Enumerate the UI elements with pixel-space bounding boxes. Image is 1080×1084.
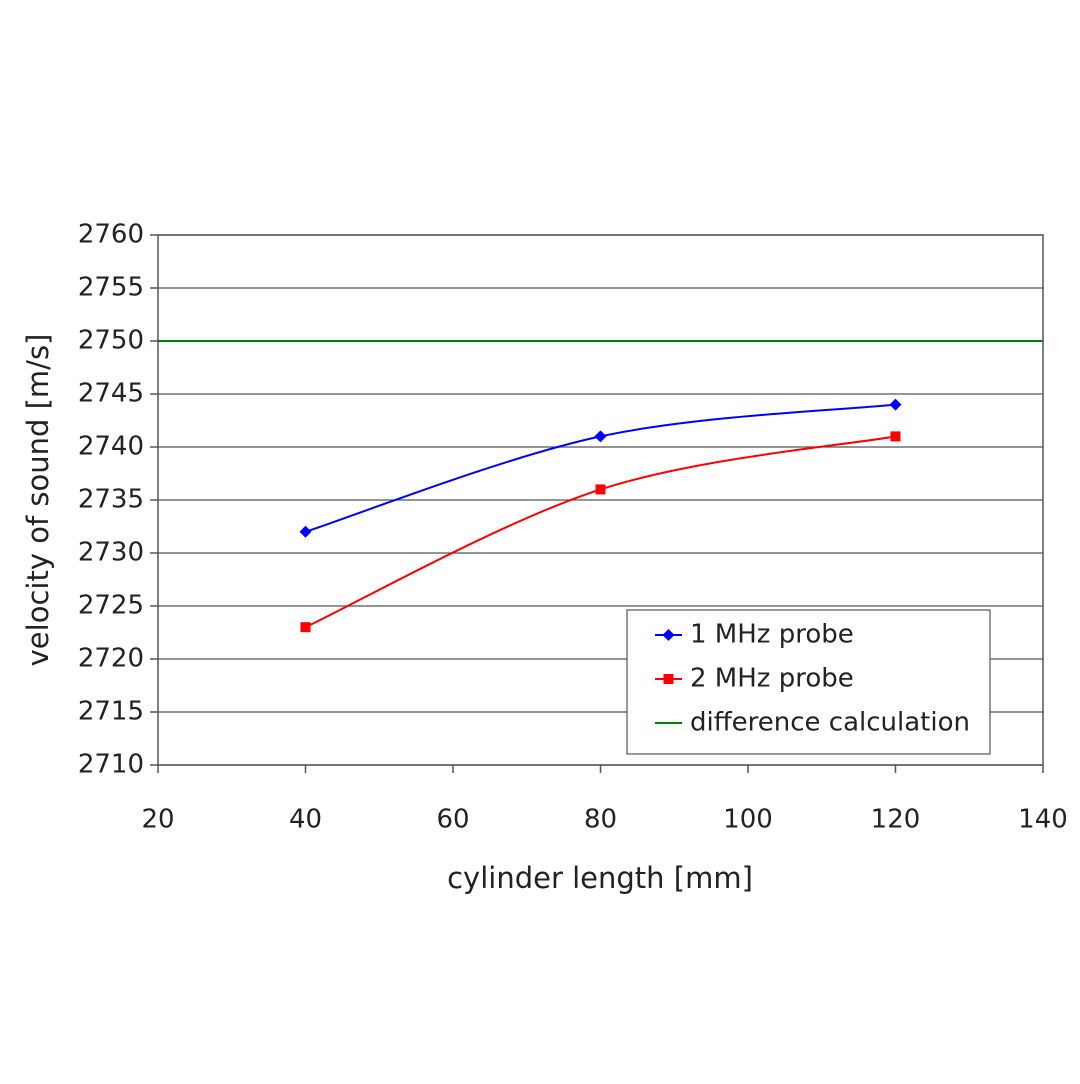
marker [300,622,311,633]
x-tick-label: 140 [1018,805,1068,835]
x-tick-label: 100 [723,805,773,835]
y-tick-label: 2735 [78,485,144,515]
y-tick-label: 2725 [78,591,144,621]
marker [594,430,607,443]
y-tick-label: 2745 [78,379,144,409]
x-tick-label: 20 [141,805,174,835]
marker [299,525,312,538]
x-tick-label: 60 [436,805,469,835]
y-tick-label: 2755 [78,273,144,303]
legend-box [626,609,991,755]
y-tick-label: 2750 [78,326,144,356]
y-tick-label: 2720 [78,644,144,674]
y-tick-label: 2740 [78,432,144,462]
series-line [305,403,896,533]
marker [663,674,674,684]
x-tick-label: 120 [871,805,921,835]
marker [889,398,902,411]
plot-frame [157,234,1044,766]
legend-label: difference calculation [690,708,970,738]
y-axis-label: velocity of sound [m/s] [21,334,55,667]
marker [595,484,606,495]
y-tick-label: 2715 [78,697,144,727]
x-tick-label: 80 [584,805,617,835]
series-line [305,435,896,629]
y-tick-label: 2710 [78,750,144,780]
marker [890,431,901,442]
x-tick-label: 40 [289,805,322,835]
legend-label: 2 MHz probe [690,664,854,694]
y-tick-label: 2730 [78,538,144,568]
x-axis-label: cylinder length [mm] [447,861,753,895]
legend-label: 1 MHz probe [690,620,854,650]
marker [662,629,675,641]
y-tick-label: 2760 [78,220,144,250]
